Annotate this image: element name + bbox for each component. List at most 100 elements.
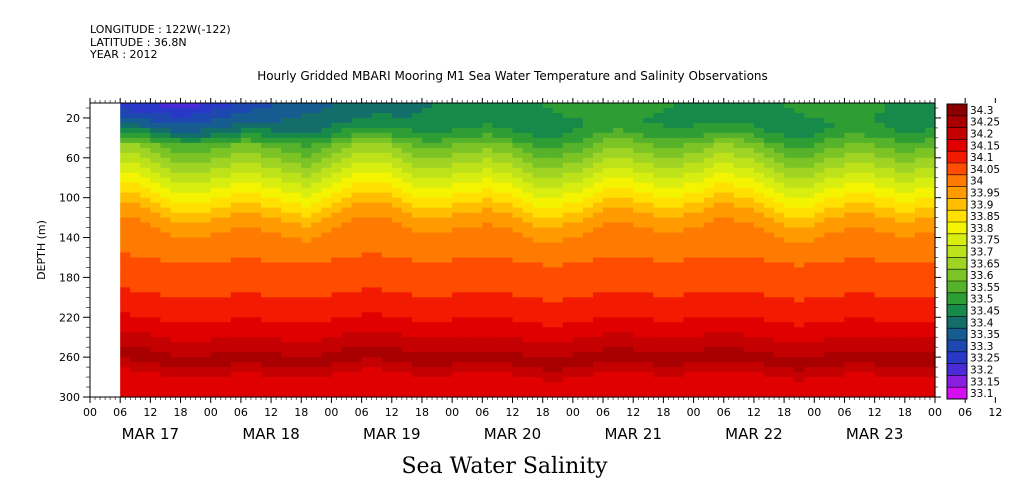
heat-cell (432, 207, 443, 214)
heat-cell (391, 147, 403, 154)
heat-cell (703, 103, 715, 109)
heat-cell (512, 337, 524, 343)
heat-cell (230, 342, 242, 348)
heat-cell (874, 187, 886, 194)
heat-cell (814, 197, 825, 204)
heat-cell (542, 282, 554, 288)
heat-cell (663, 352, 675, 358)
heat-cell (713, 172, 725, 179)
heat-cell (502, 107, 514, 114)
heat-cell (673, 107, 685, 114)
heat-cell (512, 222, 524, 229)
heat-cell (170, 302, 182, 308)
x-hour-label: 06 (596, 406, 610, 419)
heat-cell (854, 372, 866, 378)
heat-cell (532, 122, 544, 129)
heat-cell (120, 292, 131, 298)
heat-cell (723, 222, 735, 229)
heat-cell (130, 372, 141, 378)
heat-cell (723, 352, 735, 358)
heat-cell (673, 232, 685, 239)
heat-cell (261, 257, 272, 264)
heat-cell (442, 182, 453, 189)
heat-cell (592, 127, 604, 134)
heat-cell (864, 307, 876, 313)
heat-cell (492, 197, 504, 204)
heat-cell (230, 103, 242, 109)
heat-cell (894, 312, 906, 318)
heat-cell (814, 347, 825, 353)
heat-cell (774, 282, 785, 288)
heat-cell (653, 132, 664, 139)
heat-cell (361, 127, 373, 134)
heat-cell (844, 377, 856, 383)
heat-cell (311, 217, 322, 224)
heat-cell (482, 132, 493, 139)
heat-cell (230, 202, 242, 209)
heat-cell (844, 357, 856, 363)
heat-cell (794, 142, 805, 149)
heat-cell (854, 207, 866, 214)
heat-cell (623, 352, 634, 358)
heat-cell (894, 372, 906, 378)
heat-cell (210, 242, 222, 249)
heat-cell (190, 367, 202, 373)
heat-cell (663, 192, 675, 199)
heat-cell (170, 342, 182, 348)
heat-cell (301, 322, 312, 328)
heat-cell (532, 247, 544, 254)
heat-cell (381, 122, 393, 129)
heat-cell (613, 252, 624, 259)
heat-cell (693, 172, 705, 179)
heat-cell (864, 167, 876, 174)
heat-cell (834, 367, 846, 373)
heat-cell (774, 297, 785, 303)
heat-cell (220, 337, 232, 343)
heat-cell (854, 227, 866, 234)
heat-cell (824, 187, 836, 194)
heat-cell (452, 297, 463, 303)
heat-cell (301, 167, 312, 174)
heat-cell (472, 312, 483, 318)
heat-cell (150, 387, 162, 393)
heat-cell (200, 367, 212, 373)
heat-cell (784, 117, 795, 124)
heat-cell (693, 202, 705, 209)
heat-cell (391, 142, 403, 149)
heat-cell (794, 117, 805, 124)
heat-cell (572, 302, 584, 308)
heat-cell (572, 382, 584, 388)
heat-cell (693, 197, 705, 204)
heat-cell (603, 167, 614, 174)
heat-cell (220, 222, 232, 229)
heat-cell (230, 322, 242, 328)
heat-cell (371, 332, 383, 338)
heat-cell (150, 137, 162, 144)
heat-cell (321, 257, 333, 264)
heat-cell (381, 157, 393, 164)
heat-cell (311, 202, 322, 209)
heat-cell (271, 377, 282, 383)
heat-cell (693, 302, 705, 308)
heat-cell (180, 267, 192, 274)
heat-cell (834, 247, 846, 254)
heat-cell (804, 287, 815, 293)
heat-cell (150, 362, 162, 368)
heat-cell (170, 107, 182, 114)
heat-cell (824, 262, 836, 269)
heat-cell (301, 277, 312, 283)
heat-cell (552, 147, 564, 154)
heat-cell (693, 357, 705, 363)
heat-cell (482, 107, 493, 114)
heat-cell (381, 242, 393, 249)
heat-cell (210, 347, 222, 353)
heat-cell (552, 237, 564, 244)
heat-cell (130, 362, 141, 368)
heat-cell (482, 127, 493, 134)
heat-cell (894, 332, 906, 338)
heat-cell (864, 322, 876, 328)
heat-cell (160, 217, 172, 224)
heat-cell (582, 222, 594, 229)
heat-cell (894, 357, 906, 363)
heat-cell (432, 312, 443, 318)
